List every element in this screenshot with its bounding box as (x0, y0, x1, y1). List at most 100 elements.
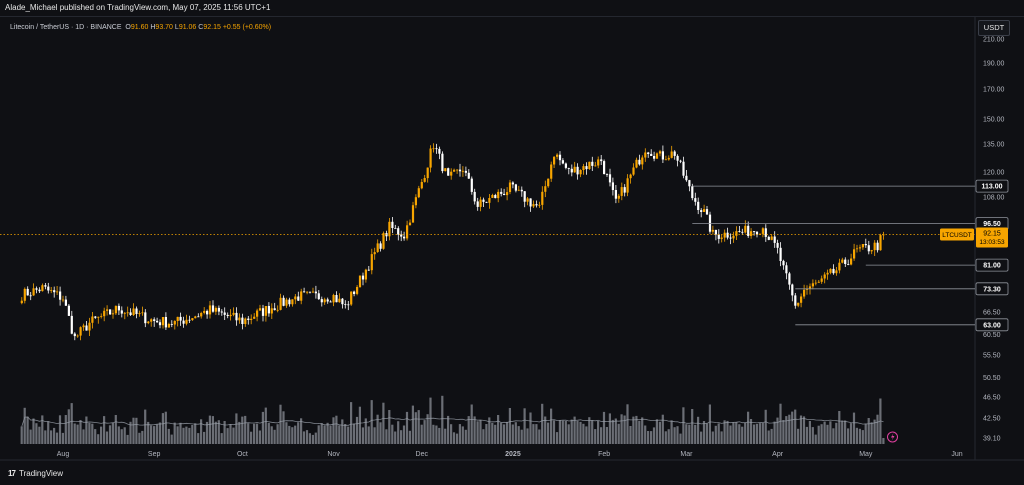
volume-bar (544, 416, 547, 444)
volume-bar (26, 416, 29, 444)
volume-bar (811, 427, 814, 444)
volume-bar (235, 413, 238, 444)
volume-bar (749, 419, 753, 444)
candle-body (538, 204, 541, 206)
volume-bar (97, 434, 100, 444)
candle-body (320, 299, 323, 303)
change-value: +0.55 (+0.60%) (222, 24, 272, 31)
volume-bar (241, 416, 244, 444)
candle-body (608, 174, 612, 183)
candle-body (220, 311, 223, 313)
candle-body (758, 233, 762, 235)
candle-body (714, 229, 717, 235)
candle-body (414, 197, 417, 206)
volume-bar (526, 428, 529, 444)
candle-body (503, 193, 506, 195)
volume-bar (335, 415, 338, 444)
x-axis-label: Mar (680, 451, 693, 458)
volume-bar (108, 425, 112, 444)
candle-body (805, 288, 809, 290)
volume-bar (461, 426, 464, 444)
candle-body (38, 289, 41, 292)
volume-bar (814, 434, 817, 444)
volume-bar (823, 421, 826, 444)
volume-bar (817, 425, 820, 444)
volume-bar (32, 418, 35, 444)
candle-body (691, 186, 694, 199)
candle-body (864, 244, 867, 246)
volume-bar (694, 424, 697, 444)
candle-body (708, 214, 712, 232)
candle-body (364, 269, 367, 280)
level-price-label: 63.00 (983, 322, 1001, 329)
candle-body (876, 242, 879, 251)
volume-bar (838, 411, 841, 444)
volume-bar (802, 416, 806, 444)
candle-body (658, 151, 662, 154)
volume-bar (691, 409, 694, 444)
volume-bar (347, 426, 350, 444)
volume-bar (173, 422, 176, 444)
candle-body (547, 178, 550, 187)
volume-bar (376, 414, 379, 444)
candle-body (406, 225, 409, 239)
candle-body (200, 313, 203, 317)
volume-bar (164, 411, 167, 444)
candle-body (603, 161, 606, 174)
volume-bar (700, 431, 703, 444)
volume-bar (411, 405, 414, 444)
candle-body (32, 288, 35, 296)
level-price-badge (975, 282, 1009, 296)
candle-body (614, 190, 617, 199)
candle-body (388, 221, 391, 237)
candle-body (41, 285, 44, 292)
volume-bar (279, 404, 282, 444)
candle-body (373, 252, 376, 255)
currency-unit-button[interactable]: USDT (978, 20, 1010, 36)
symbol-name[interactable]: Litecoin / TetherUS · 1D · BINANCE (10, 24, 122, 31)
volume-bar (332, 417, 335, 444)
candle-body (53, 290, 56, 293)
volume-bar (397, 421, 400, 444)
candle-body (91, 316, 94, 323)
volume-bar (744, 423, 747, 444)
candle-body (423, 178, 426, 182)
volume-bar (253, 423, 256, 444)
volume-bar (226, 428, 229, 444)
candle-body (138, 313, 141, 315)
volume-bar (250, 431, 253, 444)
volume-bar (367, 426, 370, 444)
candle-body (185, 319, 188, 324)
candle-body (858, 247, 862, 249)
level-price-label: 113.00 (981, 184, 1002, 191)
candle-body (288, 299, 291, 305)
volume-bar (673, 427, 676, 444)
candle-body (282, 297, 285, 306)
volume-bar (652, 427, 656, 444)
candle-body (458, 169, 462, 172)
candle-body (397, 228, 400, 235)
candle-body (70, 315, 73, 334)
candle-body (732, 235, 735, 239)
volume-bar (285, 422, 288, 444)
volume-bar (291, 427, 294, 444)
volume-bar (729, 425, 732, 444)
volume-bar (629, 426, 632, 444)
tradingview-brand[interactable]: 17 TradingView (8, 469, 63, 478)
volume-bar (211, 416, 214, 444)
candle-body (223, 312, 226, 315)
candle-body (882, 234, 885, 236)
volume-bar (155, 424, 159, 444)
volume-bar (391, 424, 394, 444)
volume-bar (588, 417, 591, 444)
candle-body (441, 153, 444, 172)
candle-body (403, 236, 406, 239)
candle-body (855, 248, 859, 250)
candle-body (682, 161, 685, 176)
volume-bar (479, 420, 482, 444)
candle-body (861, 244, 864, 248)
y-axis-tick-label: 50.50 (983, 375, 1001, 382)
candle-body (100, 316, 103, 317)
volume-bar (602, 411, 606, 444)
